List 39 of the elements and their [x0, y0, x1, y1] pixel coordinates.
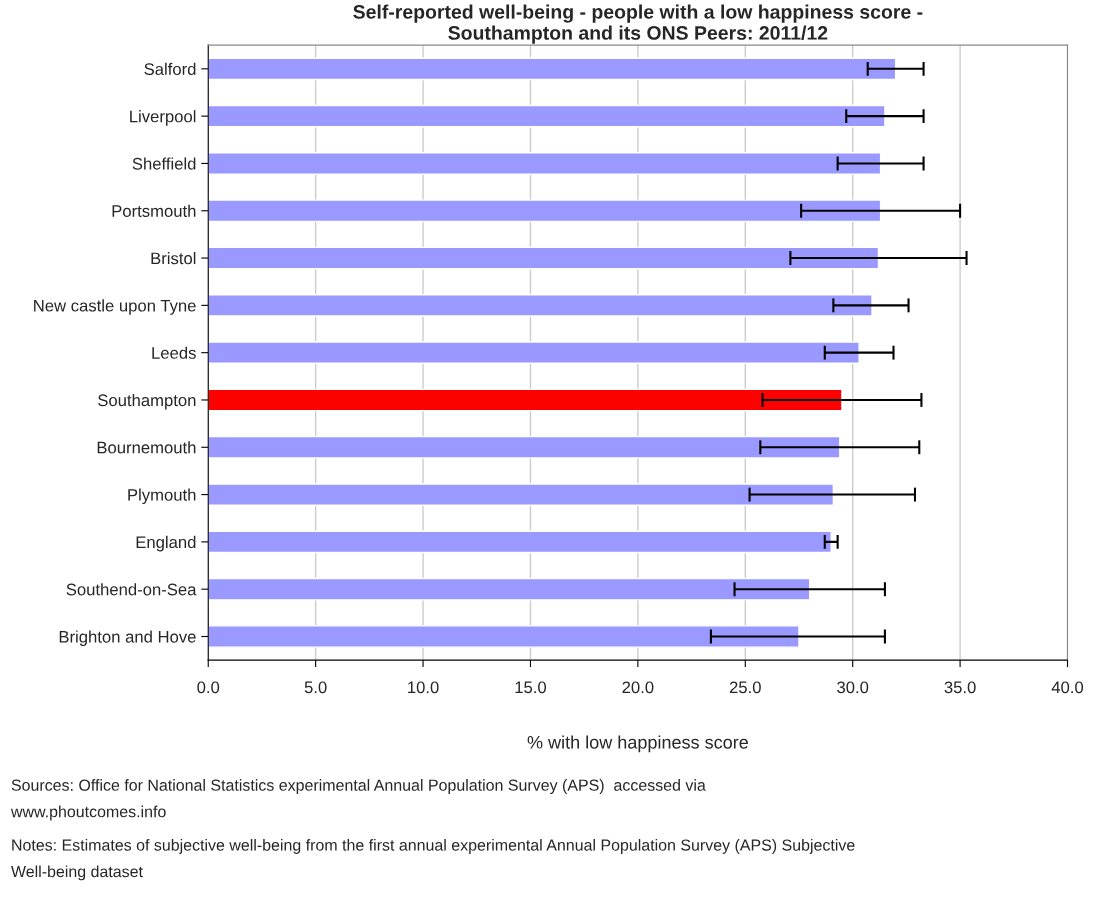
x-tick-label: 20.0: [622, 681, 654, 694]
x-tick-label: 5.0: [304, 681, 327, 694]
bar: [208, 625, 800, 648]
y-tick-label: Portsmouth: [112, 204, 196, 217]
bar: [208, 246, 880, 270]
y-tick-label: Southend-on-Sea: [66, 583, 197, 596]
source-note: Sources: Office for National Statistics experimental Annual Population Survey (APS) accessed via www.phoutcomes.info: [10, 779, 706, 821]
y-tick-label: Salford: [144, 62, 196, 76]
x-axis-title: % with low happiness score: [527, 735, 748, 753]
bar: [208, 104, 886, 128]
x-tick-label: 30.0: [837, 681, 869, 694]
bar: [208, 57, 897, 81]
y-tick-label: Southampton: [98, 393, 196, 410]
bar: [208, 483, 835, 506]
x-tick-label: 0.0: [197, 681, 220, 694]
text: Notes: Estimates of subjective well-being from the first annual experimental Annual Population Survey (APS) Subjective Well-being dataset: [11, 839, 855, 881]
y-tick-label: England: [136, 535, 196, 552]
x-tick-label: 40.0: [1051, 681, 1084, 694]
bar: [208, 388, 843, 412]
bar: [208, 577, 811, 601]
chart-title: Self-reported well-being - people with a low happiness score - Southampton and its ONS Peers: 2011/12: [353, 4, 923, 44]
y-tick-label: Sheffield: [132, 157, 196, 170]
y-tick-label: Leeds: [152, 346, 196, 359]
y-tick-label: New castle upon Tyne: [34, 299, 196, 315]
x-tick-label: 25.0: [729, 681, 761, 694]
x-tick-label: 35.0: [944, 681, 976, 694]
y-tick-label: Brighton and Hove: [59, 630, 196, 646]
bar: [208, 341, 860, 365]
y-tick-label: Plymouth: [128, 488, 196, 505]
y-tick-label: Bristol: [151, 252, 196, 265]
y-tick-label: Liverpool: [130, 110, 196, 126]
y-tick-label: Bournemouth: [97, 441, 196, 454]
x-tick-label: 15.0: [515, 681, 547, 694]
bar: [208, 152, 882, 175]
x-tick-label: 10.0: [408, 681, 439, 694]
bar: [208, 199, 882, 223]
bar: [208, 435, 841, 459]
bar: [208, 294, 873, 317]
bar: [208, 530, 832, 554]
